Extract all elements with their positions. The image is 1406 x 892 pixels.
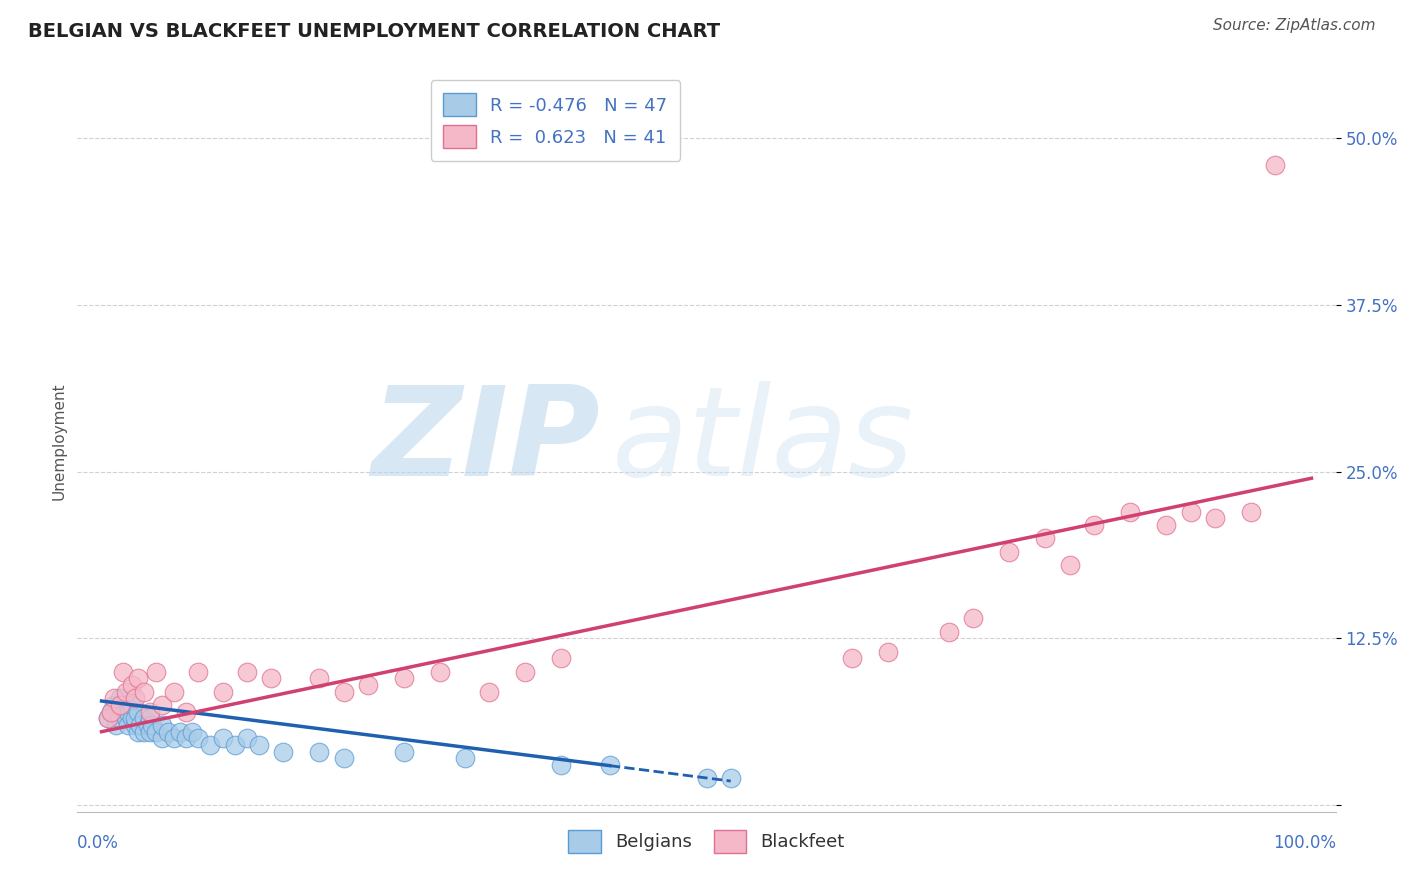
Point [998, 544, 1021, 558]
Text: ZIP: ZIP [371, 381, 599, 502]
Point [247, 738, 270, 752]
Point [132, 724, 155, 739]
Point [129, 718, 152, 732]
Point [121, 711, 143, 725]
Point [453, 751, 475, 765]
Point [1033, 531, 1056, 545]
Text: 100.0%: 100.0% [1272, 834, 1336, 852]
Point [139, 711, 162, 725]
Point [112, 665, 135, 679]
Point [174, 731, 197, 746]
Point [112, 705, 135, 719]
Text: BELGIAN VS BLACKFEET UNEMPLOYMENT CORRELATION CHART: BELGIAN VS BLACKFEET UNEMPLOYMENT CORREL… [28, 22, 720, 41]
Point [478, 684, 501, 698]
Point [187, 665, 209, 679]
Point [841, 651, 863, 665]
Point [1180, 505, 1202, 519]
Point [105, 718, 128, 732]
Point [392, 745, 415, 759]
Point [124, 691, 146, 706]
Text: Source: ZipAtlas.com: Source: ZipAtlas.com [1212, 18, 1375, 33]
Point [132, 711, 155, 725]
Point [124, 718, 146, 732]
Point [150, 698, 173, 712]
Point [127, 671, 149, 685]
Point [224, 738, 246, 752]
Point [150, 731, 173, 746]
Point [1059, 558, 1081, 572]
Point [200, 738, 222, 752]
Point [136, 718, 159, 732]
Point [1119, 505, 1142, 519]
Point [181, 724, 204, 739]
Point [513, 665, 536, 679]
Point [962, 611, 984, 625]
Point [1083, 517, 1105, 532]
Point [117, 718, 139, 732]
Point [1240, 505, 1263, 519]
Point [103, 691, 125, 706]
Point [169, 724, 191, 739]
Point [97, 711, 120, 725]
Point [139, 724, 162, 739]
Point [308, 671, 330, 685]
Point [108, 711, 131, 725]
Point [127, 705, 149, 719]
Point [100, 705, 122, 719]
Point [211, 684, 233, 698]
Point [308, 745, 330, 759]
Point [121, 678, 143, 692]
Point [114, 711, 136, 725]
Point [97, 711, 120, 725]
Point [550, 651, 572, 665]
Point [127, 724, 149, 739]
Point [157, 724, 180, 739]
Point [150, 718, 173, 732]
Point [114, 698, 136, 712]
Point [429, 665, 451, 679]
Point [103, 698, 125, 712]
Point [332, 751, 354, 765]
Point [174, 705, 197, 719]
Point [141, 718, 163, 732]
Legend: Belgians, Blackfeet: Belgians, Blackfeet [555, 817, 858, 865]
Point [108, 691, 131, 706]
Point [108, 698, 131, 712]
Point [271, 745, 294, 759]
Text: 0.0%: 0.0% [77, 834, 120, 852]
Point [145, 724, 167, 739]
Point [599, 758, 621, 772]
Point [121, 698, 143, 712]
Point [938, 624, 960, 639]
Point [720, 772, 742, 786]
Point [696, 772, 718, 786]
Point [187, 731, 209, 746]
Point [235, 665, 257, 679]
Y-axis label: Unemployment: Unemployment [51, 383, 66, 500]
Point [1204, 511, 1226, 525]
Point [117, 705, 139, 719]
Point [332, 684, 354, 698]
Point [114, 684, 136, 698]
Point [100, 705, 122, 719]
Point [235, 731, 257, 746]
Text: atlas: atlas [612, 381, 914, 502]
Point [163, 684, 186, 698]
Point [132, 684, 155, 698]
Point [1156, 517, 1178, 532]
Point [139, 705, 162, 719]
Point [145, 665, 167, 679]
Point [550, 758, 572, 772]
Point [1264, 158, 1286, 172]
Point [392, 671, 415, 685]
Point [260, 671, 283, 685]
Point [877, 645, 900, 659]
Point [163, 731, 186, 746]
Point [211, 731, 233, 746]
Point [357, 678, 380, 692]
Point [124, 711, 146, 725]
